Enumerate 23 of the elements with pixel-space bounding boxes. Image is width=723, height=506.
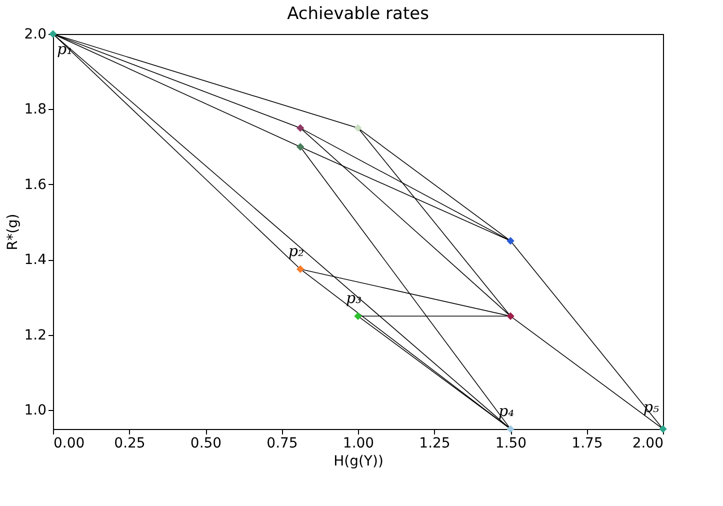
annotation: p₅	[643, 398, 659, 416]
x-tick-label: 2.00	[632, 436, 664, 452]
annotation: p₄	[498, 402, 514, 420]
x-tick-label: 0.25	[114, 436, 146, 452]
x-tick-label: 1.25	[419, 436, 450, 452]
x-axis-title: H(g(Y))	[334, 454, 384, 470]
annotation: p₂	[288, 242, 304, 260]
y-tick-label: 1.8	[24, 102, 46, 118]
y-axis-title: R*(g)	[5, 214, 22, 250]
annotation: p₁	[57, 40, 73, 58]
x-tick-label: 1.50	[495, 436, 527, 452]
y-tick-label: 1.0	[24, 402, 46, 419]
annotation: p₃	[346, 289, 362, 308]
x-tick-label: 1.75	[572, 436, 603, 452]
y-tick-label: 1.6	[24, 176, 47, 193]
x-tick-label: 0.50	[190, 436, 222, 452]
x-tick-label: 0.75	[266, 436, 298, 452]
y-tick-label: 1.4	[24, 252, 47, 268]
x-tick-label: 1.00	[342, 436, 374, 452]
x-tick-label: 0.00	[54, 436, 85, 452]
chart-title: Achievable rates	[287, 4, 430, 24]
y-tick-label: 2.0	[24, 26, 46, 42]
y-tick-label: 1.2	[24, 327, 46, 344]
